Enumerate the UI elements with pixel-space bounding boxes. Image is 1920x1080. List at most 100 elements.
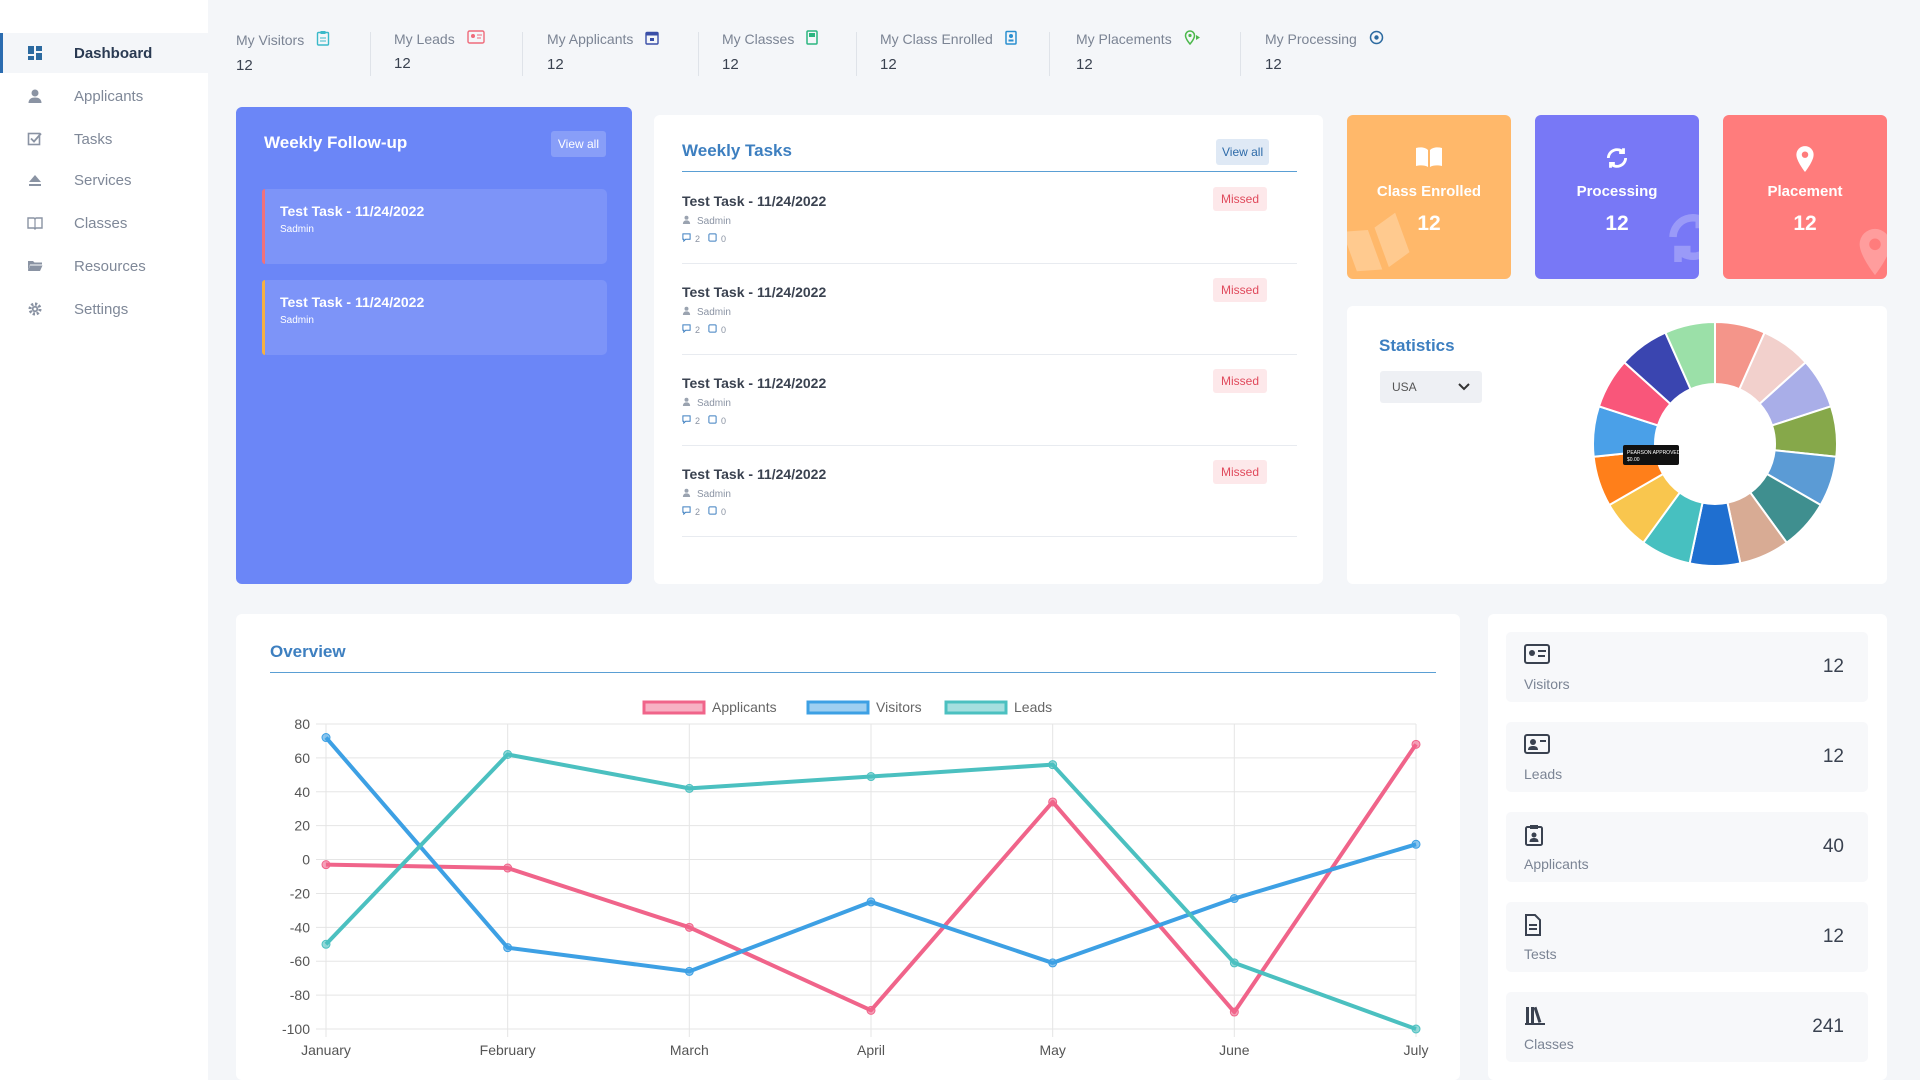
sidebar-item-label: Applicants [74,87,144,105]
data-point[interactable] [321,939,331,949]
y-tick-label: -80 [290,987,310,1003]
stat-my-visitors: My Visitors 12 [236,30,330,78]
task-row[interactable]: Test Task - 11/24/2022 Sadmin 2 0 Missed [682,173,1297,264]
file-icon [708,233,717,244]
followup-item-accent [262,280,265,355]
data-point[interactable] [1048,797,1058,807]
data-point[interactable] [866,772,876,782]
sidebar-item-label: Settings [74,300,129,318]
stat-label: My Leads [394,30,455,47]
data-point[interactable] [503,750,513,759]
data-point[interactable] [1048,958,1058,968]
sidebar-item-label: Dashboard [74,44,153,62]
data-point[interactable] [866,1005,876,1015]
y-tick-label: 80 [294,716,310,732]
folder-icon [26,257,44,275]
country-select[interactable]: USA [1380,371,1482,403]
legend-item[interactable]: Leads [944,699,1052,715]
task-row[interactable]: Test Task - 11/24/2022 Sadmin 2 0 Missed [682,264,1297,355]
stat-divider [1049,32,1050,76]
data-point[interactable] [503,943,513,953]
stat-label: My Visitors [236,31,305,48]
stat-my-applicants: My Applicants 12 [547,30,660,78]
task-file-count: 0 [721,415,727,426]
total-applicants[interactable]: Applicants 40 [1506,812,1868,882]
data-point[interactable] [1411,1024,1421,1034]
tile-processing[interactable]: Processing 12 [1535,115,1699,279]
data-point[interactable] [1411,739,1421,749]
data-point[interactable] [684,966,694,976]
sidebar-item-resources[interactable]: Resources [0,246,208,286]
tile-label: Class Enrolled [1376,183,1482,200]
x-tick-label: March [670,1042,709,1058]
legend-item[interactable]: Applicants [642,699,777,715]
book-icon [806,30,819,48]
stat-label: My Class Enrolled [880,31,993,47]
book-icon [26,214,44,232]
data-point[interactable] [1229,894,1239,904]
overview-card: Overview 80 60 40 20 0 -20 -40 -60 -80 -100 Januar… [236,614,1460,1080]
total-tests[interactable]: Tests 12 [1506,902,1868,972]
sidebar-item-settings[interactable]: Settings [0,289,208,329]
weekly-tasks-title: Weekly Tasks [682,141,792,160]
tile-placement[interactable]: Placement 12 [1723,115,1887,279]
country-select-value: USA [1392,380,1417,394]
data-point[interactable] [503,863,513,873]
tile-class-enrolled[interactable]: Class Enrolled 12 [1347,115,1511,279]
total-classes[interactable]: Classes 241 [1506,992,1868,1062]
total-leads[interactable]: Leads 12 [1506,722,1868,792]
eject-icon [26,171,44,189]
sidebar-item-applicants[interactable]: Applicants [0,76,208,116]
task-author: Sadmin [697,215,731,227]
overview-title: Overview [270,642,346,661]
data-point[interactable] [1411,839,1421,849]
followup-item[interactable]: Test Task - 11/24/2022 Sadmin [262,280,607,355]
data-point[interactable] [1048,760,1058,770]
checkbox-icon [26,130,44,148]
sidebar-item-dashboard[interactable]: Dashboard [0,33,208,73]
data-point[interactable] [1229,958,1239,968]
followup-item[interactable]: Test Task - 11/24/2022 Sadmin [262,189,607,264]
stat-value: 12 [722,56,739,73]
data-point[interactable] [684,783,694,793]
stat-divider [522,32,523,76]
weekly-tasks-view-all-button[interactable]: View all [1216,139,1270,165]
data-point[interactable] [1229,1007,1239,1017]
person-icon [682,215,691,227]
sidebar-item-classes[interactable]: Classes [0,203,208,243]
comment-icon [682,506,691,517]
tile-value: 12 [1417,212,1441,235]
tile-value: 12 [1605,212,1629,235]
location-icon [1184,30,1202,48]
task-row[interactable]: Test Task - 11/24/2022 Sadmin 2 0 Missed [682,446,1297,537]
stat-value: 12 [547,56,564,73]
task-comment-count: 2 [695,415,701,426]
total-value: 12 [1822,926,1844,947]
data-point[interactable] [321,733,331,743]
total-visitors[interactable]: Visitors 12 [1506,632,1868,702]
task-title: Test Task - 11/24/2022 [682,466,827,482]
sidebar-item-tasks[interactable]: Tasks [0,119,208,159]
data-point[interactable] [866,897,876,907]
y-tick-label: -20 [290,885,310,901]
task-row[interactable]: Test Task - 11/24/2022 Sadmin 2 0 Missed [682,355,1297,446]
x-tick-label: April [857,1042,885,1058]
legend-item[interactable]: Visitors [806,699,922,715]
total-value: 12 [1822,746,1844,767]
person-icon [682,306,691,318]
x-tick-label: May [1039,1042,1065,1058]
followup-view-all-button[interactable]: View all [550,131,606,157]
donut-slice[interactable] [1664,320,1716,391]
y-tick-label: 40 [294,784,310,800]
data-point[interactable] [321,860,331,870]
person-icon [682,397,691,409]
total-value: 40 [1822,836,1844,857]
task-author: Sadmin [697,488,731,500]
file-icon [708,324,717,335]
data-point[interactable] [684,922,694,932]
sidebar-item-services[interactable]: Services [0,160,208,200]
status-badge: Missed [1213,369,1268,393]
task-comment-count: 2 [695,324,701,335]
x-tick-label: July [1404,1042,1429,1058]
contact-card-icon [467,30,485,47]
